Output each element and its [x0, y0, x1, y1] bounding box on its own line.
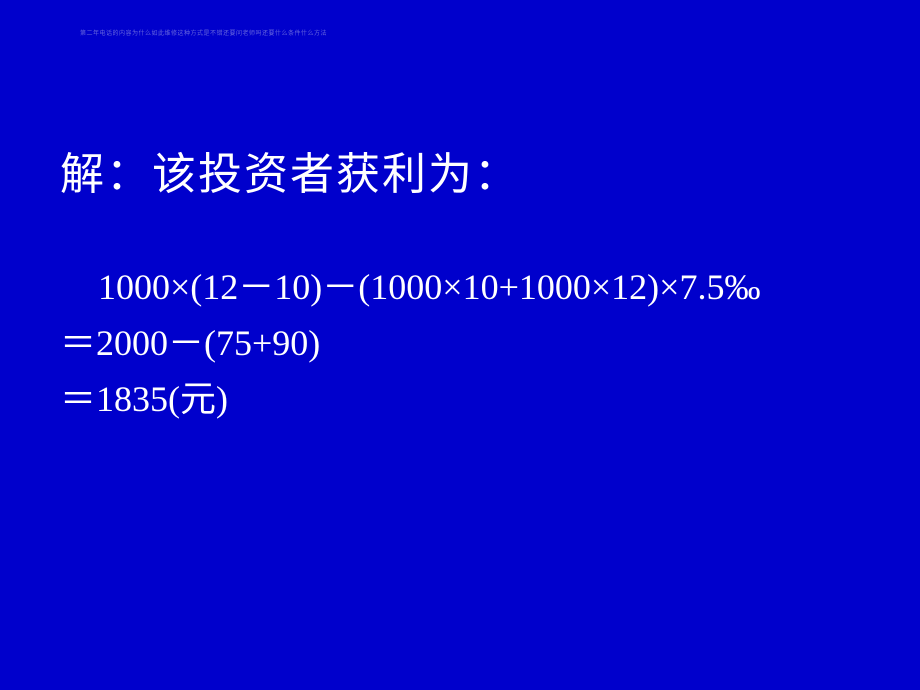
solution-title: 解：该投资者获利为：: [60, 138, 520, 202]
calculation-block: 1000×(12－10)－(1000×10+1000×12)×7.5‰ ＝200…: [60, 260, 760, 427]
calc-line-1: 1000×(12－10)－(1000×10+1000×12)×7.5‰: [60, 260, 760, 316]
calc-text-3: ＝1835(元): [60, 379, 228, 419]
calc-text-1: 1000×(12－10)－(1000×10+1000×12)×7.5‰: [98, 267, 760, 307]
watermark-text: 第二年电话的内容为什么如此维修这种方式是不错还要问老师吗还要什么条件什么方法: [80, 28, 327, 37]
calc-line-2: ＝2000－(75+90): [60, 316, 760, 372]
calc-line-3: ＝1835(元): [60, 372, 760, 428]
calc-text-2: ＝2000－(75+90): [60, 323, 320, 363]
